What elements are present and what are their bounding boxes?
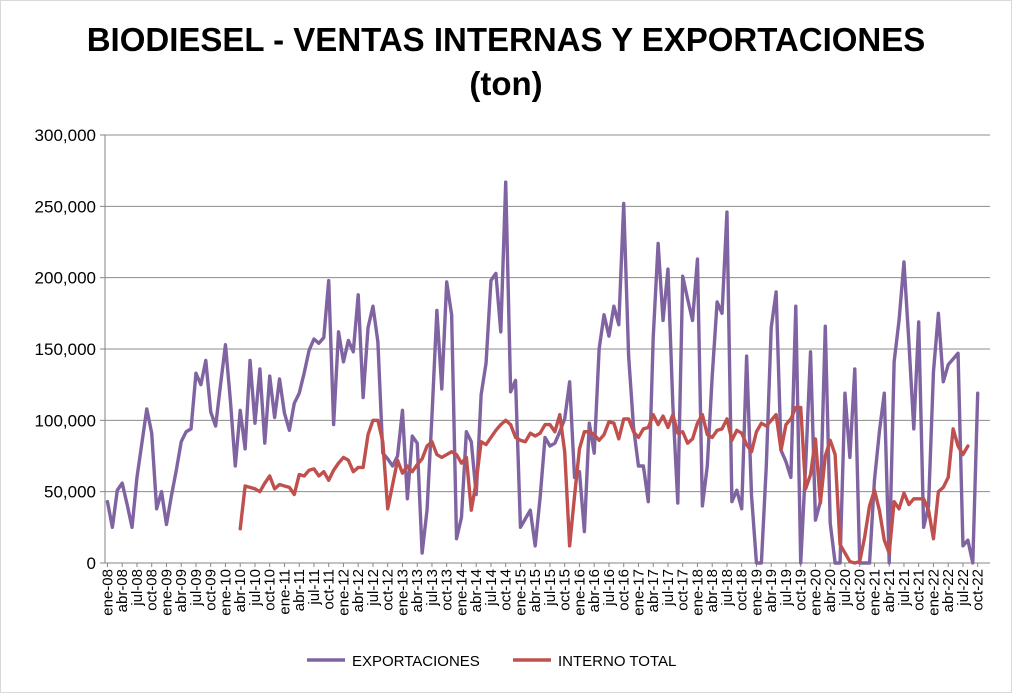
- x-tick-label: abr-14: [468, 569, 485, 612]
- legend-label-interno-total: INTERNO TOTAL: [558, 653, 676, 670]
- x-tick-label: abr-10: [232, 569, 249, 612]
- x-tick-label: abr-15: [527, 569, 544, 612]
- x-tick-label: oct-08: [144, 569, 161, 611]
- x-tick-label: jul-14: [483, 569, 500, 607]
- x-tick-label: abr-08: [114, 569, 131, 612]
- x-tick-label: ene-22: [925, 569, 942, 616]
- x-tick-label: abr-12: [350, 569, 367, 612]
- x-tick-label: jul-22: [955, 569, 972, 607]
- x-tick-label: ene-16: [571, 569, 588, 616]
- x-tick-label: jul-11: [306, 569, 323, 606]
- x-tick-label: jul-09: [188, 569, 205, 607]
- y-tick-label: 100,000: [35, 411, 96, 430]
- x-tick-label: ene-09: [158, 569, 175, 616]
- x-tick-label: oct-20: [852, 569, 869, 611]
- chart-title: BIODIESEL - VENTAS INTERNAS Y EXPORTACIO…: [0, 18, 1012, 106]
- x-tick-label: oct-10: [262, 569, 279, 611]
- x-tick-label: abr-18: [704, 569, 721, 612]
- x-tick-label: oct-16: [616, 569, 633, 611]
- y-tick-label: 0: [87, 554, 96, 573]
- x-tick-label: ene-15: [512, 569, 529, 616]
- x-tick-label: ene-11: [276, 569, 293, 615]
- x-tick-label: ene-18: [689, 569, 706, 616]
- x-tick-label: oct-15: [557, 569, 574, 611]
- x-tick-label: ene-08: [99, 569, 116, 616]
- x-tick-label: oct-17: [675, 569, 692, 611]
- x-tick-label: ene-17: [630, 569, 647, 616]
- x-tick-label: oct-09: [203, 569, 220, 611]
- chart-title-unit: (ton): [469, 65, 543, 102]
- x-tick-label: jul-20: [837, 569, 854, 607]
- x-tick-label: jul-13: [424, 569, 441, 607]
- series-lines: [105, 180, 980, 565]
- x-tick-label: jul-19: [778, 569, 795, 607]
- y-tick-label: 150,000: [35, 340, 96, 359]
- y-tick-label: 200,000: [35, 269, 96, 288]
- x-tick-label: jul-21: [896, 569, 913, 607]
- chart-title-main: BIODIESEL - VENTAS INTERNAS Y EXPORTACIO…: [86, 21, 926, 58]
- x-tick-label: oct-11: [321, 569, 338, 610]
- x-tick-label: ene-21: [866, 569, 883, 616]
- x-tick-label: ene-20: [807, 569, 824, 616]
- series-line-exportaciones: [105, 180, 980, 565]
- x-tick-label: ene-12: [335, 569, 352, 616]
- x-tick-label: jul-18: [719, 569, 736, 607]
- x-tick-label: abr-21: [881, 569, 898, 612]
- legend: EXPORTACIONES INTERNO TOTAL: [307, 653, 676, 670]
- x-tick-label: jul-15: [542, 569, 559, 607]
- x-tick-label: abr-11: [291, 569, 308, 611]
- x-tick-label: ene-13: [394, 569, 411, 616]
- x-tick-label: oct-19: [793, 569, 810, 611]
- x-tick-label: jul-12: [365, 569, 382, 607]
- x-tick-label: oct-18: [734, 569, 751, 611]
- y-tick-label: 250,000: [35, 197, 96, 216]
- x-tick-label: oct-22: [970, 569, 987, 611]
- x-tick-label: ene-14: [453, 569, 470, 616]
- x-tick-label: jul-10: [247, 569, 264, 607]
- x-tick-label: jul-17: [660, 569, 677, 607]
- x-tick-label: jul-16: [601, 569, 618, 607]
- y-tick-label: 300,000: [35, 126, 96, 145]
- x-tick-label: abr-22: [940, 569, 957, 612]
- x-tick-label: oct-14: [498, 569, 515, 611]
- x-tick-label: oct-21: [911, 569, 928, 611]
- x-tick-label: jul-08: [129, 569, 146, 607]
- axes: 0 50,000 100,000 150,000 200,000 250,000 300,0…: [35, 126, 990, 616]
- x-tick-label: abr-17: [645, 569, 662, 612]
- x-tick-label: abr-13: [409, 569, 426, 612]
- x-tick-label: oct-12: [380, 569, 397, 611]
- x-tick-label: abr-09: [173, 569, 190, 612]
- legend-label-exportaciones: EXPORTACIONES: [352, 653, 480, 670]
- x-tick-label: abr-20: [822, 569, 839, 612]
- y-tick-label: 50,000: [44, 483, 96, 502]
- x-tick-label: oct-13: [439, 569, 456, 611]
- x-tick-label: abr-19: [763, 569, 780, 612]
- series-line-interno-total: [238, 405, 970, 565]
- x-tick-label: abr-16: [586, 569, 603, 612]
- x-tick-label: ene-10: [217, 569, 234, 616]
- x-tick-label: ene-19: [748, 569, 765, 616]
